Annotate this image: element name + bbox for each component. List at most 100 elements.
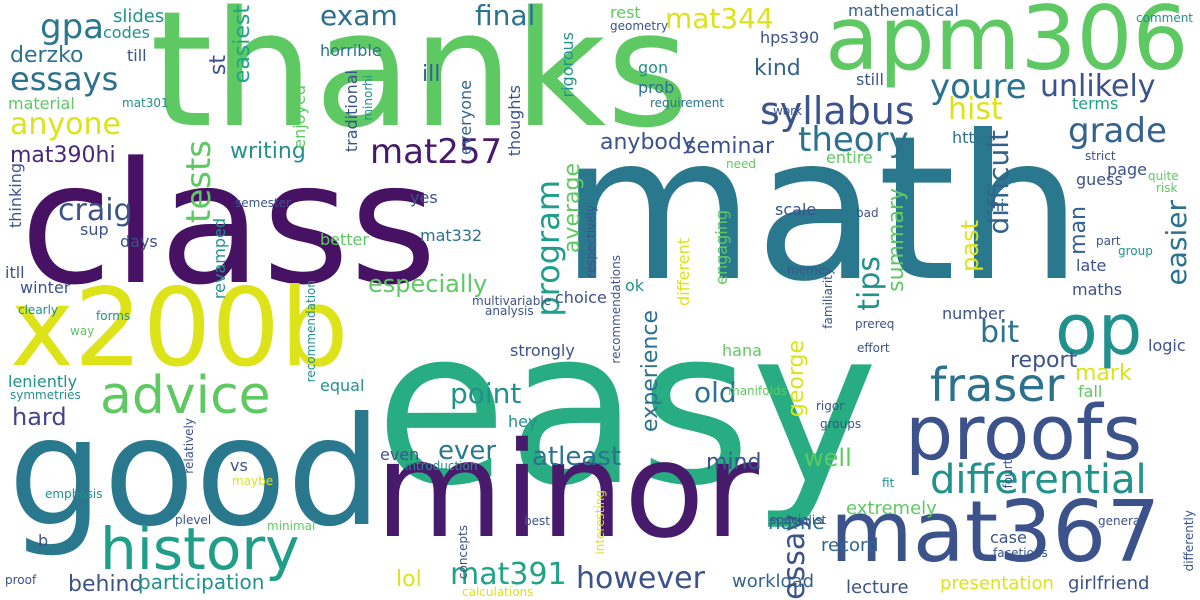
- word-hard: hard: [12, 403, 67, 431]
- word-easiest: easiest: [230, 5, 255, 84]
- word-unlikely: unlikely: [1040, 69, 1156, 104]
- word-vs: vs: [230, 456, 248, 475]
- word-everyone: everyone: [456, 80, 475, 155]
- word-rigorous: rigorous: [558, 32, 577, 98]
- word-george: george: [784, 340, 809, 418]
- word-final: final: [475, 0, 536, 32]
- word-exam: exam: [320, 0, 398, 32]
- word-sup: sup: [80, 220, 109, 239]
- word-thoughts: thoughts: [505, 85, 524, 157]
- word-different: different: [674, 238, 693, 306]
- word-youre: youre: [930, 67, 1027, 107]
- word-material: material: [8, 94, 75, 113]
- word-theory: theory: [798, 120, 909, 160]
- word-entire: entire: [826, 148, 873, 167]
- word-better: better: [320, 230, 369, 249]
- word-introduction: introduction: [405, 459, 478, 473]
- word-average: average: [560, 163, 585, 254]
- word-days: days: [120, 232, 158, 251]
- word-number: number: [942, 304, 1005, 323]
- word-good: good: [8, 386, 382, 560]
- word-differential: differential: [930, 457, 1147, 503]
- word-rigor: rigor: [816, 399, 845, 413]
- word-fit: fit: [882, 476, 895, 490]
- word-lol: lol: [396, 567, 422, 592]
- word-tests: tests: [179, 140, 219, 224]
- word-need: need: [726, 157, 756, 171]
- word-emphasis: emphasis: [45, 487, 103, 501]
- word-st: st: [206, 55, 231, 76]
- word-analysis: analysis: [485, 304, 534, 318]
- word-presentation: presentation: [940, 573, 1054, 594]
- word-ok: ok: [625, 276, 645, 295]
- word-best: best: [524, 514, 550, 528]
- word-syllabus: syllabus: [760, 89, 915, 133]
- word-work: work: [773, 104, 803, 118]
- word-easier: easier: [1160, 200, 1193, 286]
- word-x200b: x200b: [10, 266, 349, 391]
- word-tips: tips: [852, 256, 887, 311]
- word-leniently: leniently: [8, 372, 78, 391]
- word-late: late: [1076, 256, 1107, 275]
- word-seminar: seminar: [685, 134, 775, 159]
- word-mat301: mat301: [122, 96, 169, 110]
- word-prob: prob: [638, 78, 675, 97]
- word-geometry: geometry: [610, 19, 669, 33]
- word-writing: writing: [230, 139, 306, 164]
- word-rest: rest: [610, 3, 641, 22]
- word-mat257: mat257: [370, 132, 503, 172]
- word-calculations: calculations: [462, 585, 534, 599]
- word-mat344: mat344: [665, 2, 774, 35]
- word-clearly: clearly: [18, 303, 59, 317]
- word-codes: codes: [103, 23, 150, 42]
- word-however: however: [576, 561, 705, 596]
- word-concepts: concepts: [456, 525, 470, 580]
- word-comment: comment: [1136, 11, 1194, 25]
- word-gon: gon: [638, 58, 669, 77]
- word-facetious: facetious: [993, 546, 1048, 560]
- word-enjoyed: enjoyed: [290, 85, 309, 149]
- word-manifolds: manifolds: [728, 384, 787, 398]
- word-slides: slides: [113, 6, 165, 27]
- word-meme: meme: [787, 263, 826, 277]
- word-requirement: requirement: [650, 96, 725, 110]
- word-advice: advice: [100, 366, 271, 426]
- word-mark: mark: [1075, 361, 1132, 386]
- word-report: report: [1010, 348, 1078, 373]
- word-well: well: [804, 444, 852, 472]
- word-respectively: respectively: [584, 205, 598, 278]
- word-anyone: anyone: [10, 107, 121, 142]
- word-class: class: [20, 126, 438, 322]
- word-hps390: hps390: [760, 28, 820, 47]
- word-choice: choice: [555, 288, 607, 307]
- word-ill: ill: [422, 62, 441, 87]
- word-essays: essays: [10, 60, 119, 98]
- word-record: record: [821, 535, 879, 556]
- word-semester: semester: [235, 196, 291, 210]
- word-mat367: mat367: [830, 483, 1161, 582]
- word-relatively: relatively: [182, 418, 196, 474]
- word-participation: participation: [138, 570, 265, 594]
- word-especially: especially: [368, 270, 488, 298]
- word-terms: terms: [1072, 94, 1119, 113]
- word-workload: workload: [732, 571, 815, 592]
- word-proof: proof: [5, 573, 37, 587]
- word-girlfriend: girlfriend: [1068, 573, 1150, 594]
- word-man: man: [1066, 206, 1091, 255]
- word-mat332: mat332: [420, 226, 483, 245]
- word-strongly: strongly: [510, 341, 575, 360]
- word-old: old: [694, 376, 737, 409]
- word-group: group: [1118, 244, 1153, 258]
- word-kind: kind: [754, 56, 801, 81]
- word-way: way: [70, 324, 95, 338]
- word-thanks: thanks: [150, 0, 690, 163]
- word-bit: bit: [980, 315, 1020, 350]
- word-risk: risk: [1156, 181, 1178, 195]
- word-name: name: [768, 510, 825, 534]
- word-craig: craig: [58, 193, 133, 228]
- word-still: still: [856, 70, 884, 89]
- word-prereq: prereq: [855, 317, 895, 331]
- word-point: point: [450, 377, 522, 410]
- word-thinking: thinking: [6, 163, 25, 229]
- word-mind: mind: [706, 450, 762, 475]
